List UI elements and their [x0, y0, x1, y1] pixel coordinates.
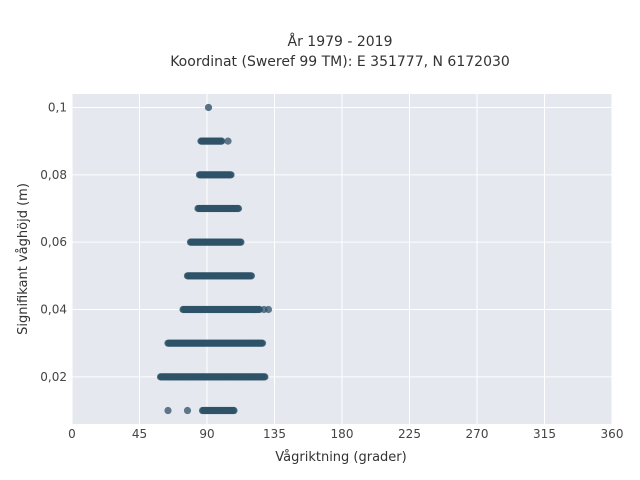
x-tick-label-7: 315	[533, 427, 556, 441]
chart-title: År 1979 - 2019	[288, 33, 393, 50]
data-point-outlier	[164, 406, 172, 415]
y-axis-ticks: 0,02 0,04 0,06 0,08 0,1	[40, 100, 67, 383]
data-point	[237, 238, 245, 246]
x-tick-label-2: 90	[199, 427, 214, 441]
y-tick-label-1: 0,04	[40, 303, 67, 317]
x-tick-label-1: 45	[132, 427, 147, 441]
data-point-outlier	[264, 305, 273, 314]
grid-lines	[71, 94, 613, 424]
x-tick-label-5: 225	[398, 427, 421, 441]
y-axis-label: Signifikant våghöjd (m)	[16, 183, 31, 335]
x-tick-label-3: 135	[263, 427, 286, 441]
x-axis-label: Vågriktning (grader)	[275, 450, 406, 465]
chart-subtitle: Koordinat (Sweref 99 TM): E 351777, N 61…	[170, 54, 510, 70]
data-point	[227, 171, 235, 179]
y-tick-label-4: 0,1	[48, 100, 67, 114]
x-tick-label-8: 360	[601, 427, 624, 441]
x-axis-ticks: 0 45 90 135 180 225 270 315 360	[68, 427, 623, 441]
y-tick-label-0: 0,02	[40, 370, 67, 384]
data-point-outlier	[183, 406, 192, 415]
data-point	[247, 272, 255, 280]
data-point	[230, 406, 238, 415]
data-points	[156, 103, 273, 415]
data-point	[258, 339, 267, 347]
x-tick-label-0: 0	[68, 427, 76, 441]
y-tick-label-3: 0,08	[40, 168, 67, 182]
data-point	[204, 103, 213, 112]
x-tick-label-6: 270	[466, 427, 489, 441]
data-point	[234, 204, 243, 213]
y-tick-label-2: 0,06	[40, 235, 67, 249]
x-tick-label-4: 180	[331, 427, 354, 441]
data-point	[261, 373, 269, 381]
data-point-outlier	[224, 137, 232, 145]
data-point	[218, 137, 226, 145]
